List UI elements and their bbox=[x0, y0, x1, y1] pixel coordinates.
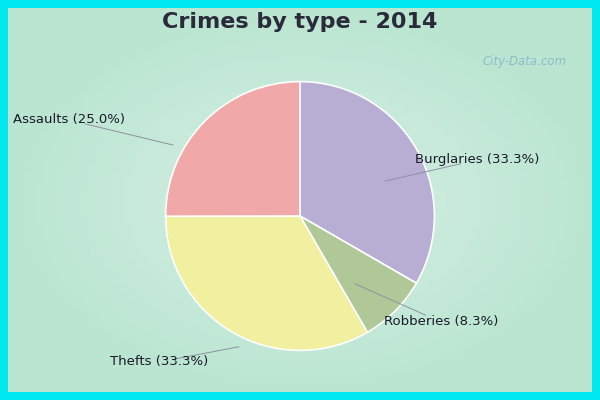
Wedge shape bbox=[300, 82, 434, 283]
Wedge shape bbox=[300, 216, 416, 332]
Wedge shape bbox=[166, 216, 367, 350]
Text: Crimes by type - 2014: Crimes by type - 2014 bbox=[163, 12, 437, 32]
Text: Thefts (33.3%): Thefts (33.3%) bbox=[110, 356, 208, 368]
Wedge shape bbox=[166, 82, 300, 216]
Text: Burglaries (33.3%): Burglaries (33.3%) bbox=[415, 154, 539, 166]
Text: City-Data.com: City-Data.com bbox=[483, 56, 567, 68]
Text: Assaults (25.0%): Assaults (25.0%) bbox=[13, 114, 125, 126]
Text: Robberies (8.3%): Robberies (8.3%) bbox=[384, 316, 498, 328]
